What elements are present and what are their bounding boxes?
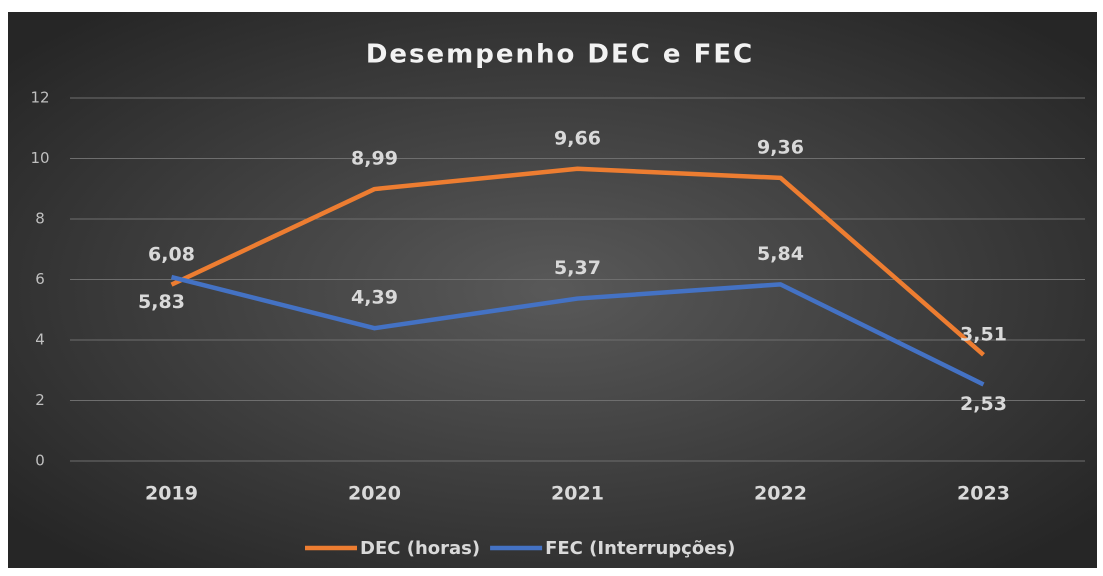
legend-label: FEC (Interrupções) [545, 538, 735, 559]
y-tick-label: 8 [35, 210, 45, 228]
x-tick-label: 2021 [551, 483, 604, 505]
data-label: 5,84 [757, 243, 804, 265]
line-series [170, 166, 985, 357]
y-tick-label: 10 [30, 149, 49, 167]
chart-title: Desempenho DEC e FEC [366, 40, 754, 70]
y-tick-label: 4 [35, 331, 45, 349]
x-tick-label: 2020 [348, 483, 401, 505]
legend-label: DEC (horas) [360, 538, 480, 559]
data-label: 9,36 [757, 136, 804, 158]
y-tick-label: 6 [35, 270, 45, 288]
data-label: 6,08 [148, 244, 195, 266]
data-label: 5,37 [554, 257, 601, 279]
data-label: 3,51 [960, 323, 1007, 345]
data-label: 2,53 [960, 393, 1007, 415]
data-label: 8,99 [351, 148, 398, 170]
x-tick-label: 2022 [754, 483, 807, 505]
chart-background [8, 12, 1097, 568]
x-tick-label: 2019 [145, 483, 198, 505]
data-label: 4,39 [351, 287, 398, 309]
line-series [170, 274, 985, 387]
data-label: 9,66 [554, 127, 601, 149]
y-tick-label: 12 [30, 89, 49, 107]
y-tick-label: 0 [35, 452, 45, 470]
x-tick-label: 2023 [957, 483, 1010, 505]
y-tick-label: 2 [35, 391, 45, 409]
data-label: 5,83 [138, 291, 185, 313]
